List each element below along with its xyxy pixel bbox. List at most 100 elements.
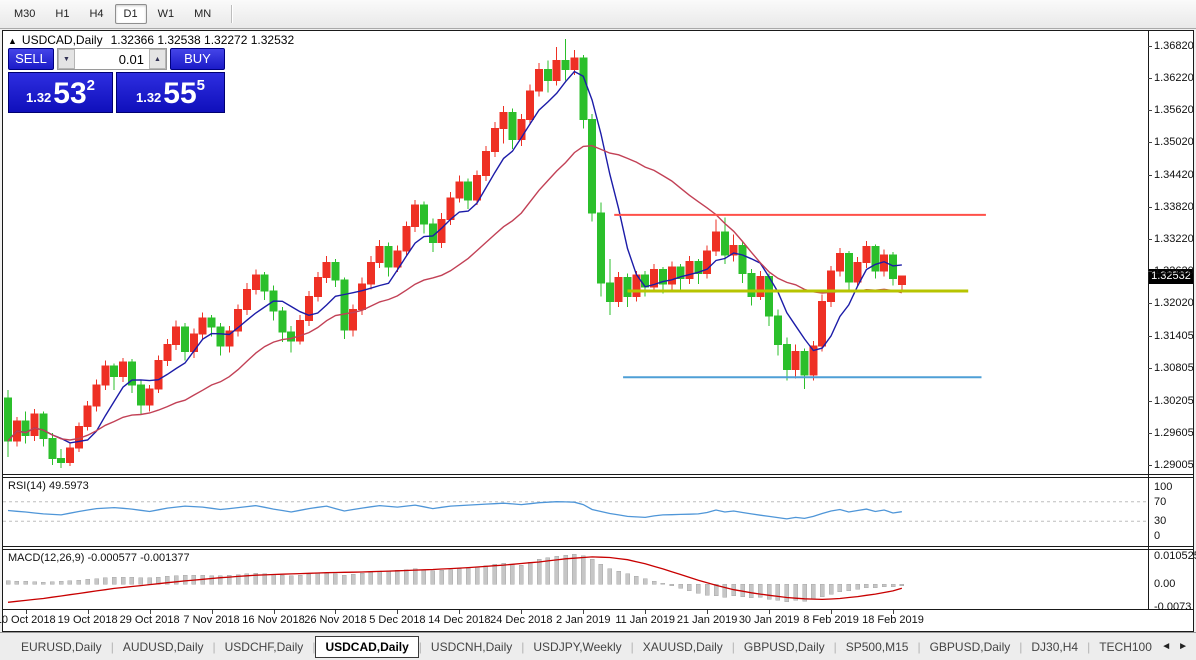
tab-gbpusd-daily[interactable]: GBPUSD,Daily — [743, 639, 825, 654]
price-axis-tick — [1148, 142, 1152, 144]
time-axis-tick — [211, 610, 213, 614]
time-axis-label: 7 Nov 2018 — [183, 614, 240, 626]
volume-decrease-button[interactable]: ▼ — [58, 49, 75, 69]
candles — [4, 39, 906, 468]
time-axis-tick — [893, 610, 894, 614]
rsi-axis-label: 70 — [1154, 495, 1167, 508]
price-axis-label: 1.34420 — [1154, 168, 1194, 181]
pane-divider — [3, 477, 1193, 478]
timeframe-button-d1[interactable]: D1 — [114, 4, 147, 24]
tab-xauusd-daily[interactable]: XAUUSD,Daily — [642, 639, 723, 654]
collapse-arrow-icon[interactable]: ▲ — [8, 36, 17, 46]
rsi-axis-label: 30 — [1154, 515, 1167, 528]
time-axis-label: 19 Oct 2018 — [57, 614, 118, 626]
tab-separator: | — [521, 639, 525, 654]
price-axis-label: 1.35020 — [1154, 136, 1194, 149]
price-axis-tick — [1148, 432, 1152, 434]
chart-window[interactable]: ▲ USDCAD,Daily 1.32366 1.32538 1.32272 1.3… — [0, 30, 1196, 632]
rsi-line — [7, 501, 902, 520]
sell-button[interactable]: SELL — [8, 48, 54, 70]
tab-usdjpy-weekly[interactable]: USDJPY,Weekly — [533, 639, 622, 654]
sell-price-pipette: 2 — [86, 77, 96, 94]
timeframe-button-mn[interactable]: MN — [194, 8, 212, 20]
volume-input[interactable] — [75, 49, 149, 69]
ma-fast-line — [7, 70, 902, 444]
price-axis-tick — [1148, 174, 1152, 176]
time-axis-label: 26 Nov 2018 — [304, 614, 367, 626]
time-axis-label: 24 Dec 2018 — [490, 614, 553, 626]
tab-gbpusd-daily[interactable]: GBPUSD,Daily — [929, 639, 1011, 654]
pane-divider — [3, 549, 1193, 550]
tab-separator: | — [418, 639, 422, 654]
tab-separator: | — [312, 639, 316, 654]
price-axis-tick — [1148, 368, 1152, 370]
tab-usdcnh-daily[interactable]: USDCNH,Daily — [430, 639, 513, 654]
tab-eurusd-daily[interactable]: EURUSD,Daily — [21, 639, 102, 654]
time-axis-tick — [521, 610, 523, 614]
time-axis-label: 2 Jan 2019 — [556, 614, 611, 626]
time-axis-label: 29 Oct 2018 — [119, 614, 180, 626]
price-axis-tick — [1148, 464, 1152, 466]
time-axis-tick — [645, 610, 647, 614]
time-axis-tick — [335, 610, 337, 614]
time-axis-tick — [25, 610, 27, 614]
time-axis-label: 30 Jan 2019 — [738, 614, 800, 626]
sell-price-prefix: 1.32 — [25, 90, 52, 105]
timeframe-toolbar: M30 H1 H4 D1 W1 MN — [0, 0, 1196, 29]
volume-increase-button[interactable]: ▲ — [149, 49, 166, 69]
time-axis-label: 18 Feb 2019 — [862, 614, 924, 626]
tab-separator: | — [731, 639, 735, 654]
macd-label: MACD(12,26,9) -0.000577 -0.001377 — [8, 552, 190, 564]
tab-tech100[interactable]: TECH100 — [1099, 639, 1152, 654]
price-axis-label: 1.30805 — [1154, 362, 1194, 375]
price-axis-label: 1.33220 — [1154, 232, 1194, 245]
tab-separator: | — [833, 639, 837, 654]
ma-slow-line — [7, 144, 903, 442]
tab-scroll-right-icon[interactable]: ► — [1178, 641, 1188, 652]
timeframe-button-w1[interactable]: W1 — [157, 8, 175, 20]
price-axis-tick — [1148, 271, 1152, 273]
price-axis-tick — [1148, 400, 1152, 402]
price-axis-label: 1.29605 — [1154, 426, 1194, 439]
tab-scroll-left-icon[interactable]: ◄ — [1161, 641, 1172, 652]
price-axis-label: 1.31405 — [1154, 330, 1194, 343]
price-axis-label: 1.36820 — [1154, 40, 1194, 52]
time-axis-tick — [87, 610, 89, 614]
price-axis-tick — [1148, 46, 1152, 47]
toolbar-separator — [231, 5, 234, 23]
tab-sp500-m15[interactable]: SP500,M15 — [845, 639, 909, 654]
timeframe-button-h1[interactable]: H1 — [55, 8, 70, 20]
time-axis-label: 10 Oct 2018 — [0, 614, 56, 626]
sell-price-display[interactable]: 1.32 53 2 — [8, 72, 113, 113]
time-axis-tick — [459, 610, 461, 614]
tab-separator: | — [110, 639, 114, 654]
pane-divider — [3, 609, 1193, 610]
rsi-label: RSI(14) 49.5973 — [8, 480, 89, 492]
price-axis-label: 1.32020 — [1154, 297, 1194, 310]
timeframe-button-h4[interactable]: H4 — [89, 8, 104, 20]
tab-usdchf-daily[interactable]: USDCHF,Daily — [224, 639, 304, 654]
tab-dj30-h4[interactable]: DJ30,H4 — [1031, 639, 1079, 654]
price-axis-label: 1.35620 — [1154, 104, 1194, 117]
time-axis-label: 5 Dec 2018 — [369, 614, 426, 626]
buy-price-pipette: 5 — [196, 77, 206, 94]
buy-price-display[interactable]: 1.32 55 5 — [116, 72, 225, 113]
tab-audusd-daily[interactable]: AUDUSD,Daily — [122, 639, 204, 654]
rsi-axis-label: 0 — [1154, 530, 1161, 542]
tab-scroll-controls: ◄ ► — [1153, 641, 1196, 652]
time-axis-label: 11 Jan 2019 — [615, 614, 676, 626]
macd-signal-line — [7, 556, 903, 603]
timeframe-button-m30[interactable]: M30 — [14, 8, 36, 20]
time-axis-label: 8 Feb 2019 — [803, 614, 859, 626]
current-price-tag: 1.32532 — [1149, 268, 1193, 284]
price-axis-tick — [1148, 78, 1152, 80]
macd-axis-label: 0.00 — [1154, 578, 1176, 590]
buy-button[interactable]: BUY — [170, 48, 225, 70]
sell-price-big-digits: 53 — [53, 77, 87, 110]
time-axis-tick — [273, 610, 275, 614]
price-axis-label: 1.29005 — [1154, 458, 1194, 471]
time-axis-tick — [707, 610, 709, 614]
tab-usdcad-daily[interactable]: USDCAD,Daily — [315, 635, 419, 658]
pane-divider — [3, 546, 1193, 547]
